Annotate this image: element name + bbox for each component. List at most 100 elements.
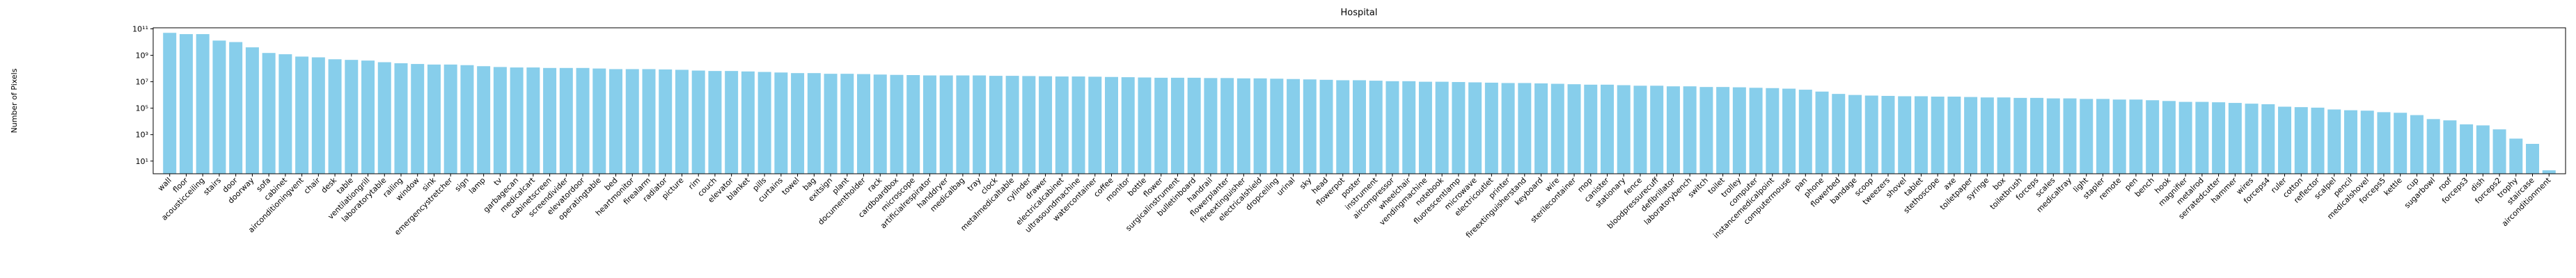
bar bbox=[956, 75, 970, 174]
bar bbox=[1782, 88, 1796, 174]
bar bbox=[625, 69, 639, 174]
bar bbox=[890, 74, 904, 174]
bar bbox=[774, 72, 788, 174]
bar bbox=[1204, 78, 1218, 174]
bar bbox=[840, 74, 854, 174]
bar bbox=[708, 71, 722, 174]
bar bbox=[1567, 84, 1581, 174]
bar bbox=[2394, 113, 2408, 174]
bar bbox=[1584, 84, 1598, 174]
bar bbox=[477, 66, 491, 174]
x-tick-label: sugarbowl bbox=[2403, 176, 2437, 210]
bar bbox=[510, 67, 524, 174]
bar bbox=[2294, 107, 2308, 174]
bar bbox=[807, 73, 821, 174]
bar bbox=[824, 74, 838, 174]
bar bbox=[592, 68, 606, 174]
y-tick-label: 10³ bbox=[136, 131, 148, 140]
bar bbox=[642, 69, 656, 174]
bar bbox=[2013, 97, 2027, 174]
bar bbox=[2278, 106, 2292, 174]
bar bbox=[2509, 138, 2523, 174]
bar bbox=[1501, 83, 1515, 174]
bar bbox=[1121, 77, 1135, 174]
bar bbox=[2327, 109, 2341, 174]
x-tick-label: towel bbox=[780, 176, 801, 197]
bar bbox=[1336, 80, 1350, 174]
bar bbox=[1418, 81, 1432, 174]
bar bbox=[1005, 76, 1019, 174]
bar bbox=[1931, 97, 1945, 174]
bar bbox=[1088, 76, 1102, 174]
bar bbox=[1105, 76, 1118, 174]
plot-frame bbox=[152, 27, 2566, 174]
bar bbox=[1071, 76, 1085, 174]
bar bbox=[1534, 83, 1548, 174]
x-tick-label: lamp bbox=[467, 176, 487, 196]
bar bbox=[1154, 77, 1168, 174]
bar bbox=[411, 64, 425, 174]
bar bbox=[1617, 85, 1631, 174]
bar bbox=[2178, 101, 2192, 174]
bar bbox=[1601, 84, 1614, 174]
bar bbox=[377, 62, 391, 174]
bar bbox=[1848, 95, 1862, 174]
bar bbox=[857, 74, 871, 174]
bar bbox=[2030, 97, 2044, 174]
bar bbox=[2096, 99, 2110, 174]
bar bbox=[2443, 120, 2457, 174]
bar bbox=[2377, 112, 2391, 174]
bar bbox=[791, 73, 805, 174]
bar bbox=[973, 75, 987, 174]
bar bbox=[741, 71, 755, 174]
x-tick-label: chair bbox=[302, 176, 322, 196]
bar bbox=[2311, 107, 2325, 174]
bar bbox=[675, 70, 689, 174]
bar bbox=[245, 47, 259, 174]
bar bbox=[609, 69, 623, 174]
bar bbox=[1683, 86, 1697, 174]
bar bbox=[295, 56, 309, 174]
bar bbox=[1170, 77, 1184, 174]
bar bbox=[2526, 144, 2540, 174]
bar bbox=[2162, 101, 2176, 174]
bar bbox=[443, 64, 457, 174]
bar bbox=[278, 54, 292, 174]
y-tick-label: 10¹ bbox=[136, 157, 148, 166]
x-tick-label: urinal bbox=[1275, 176, 1296, 197]
bar bbox=[1898, 96, 1912, 174]
bar bbox=[2228, 103, 2242, 174]
bar bbox=[311, 57, 325, 174]
bar bbox=[2261, 104, 2275, 174]
bar bbox=[1732, 87, 1746, 174]
bar bbox=[196, 34, 210, 174]
bar bbox=[1468, 82, 1482, 174]
bar bbox=[262, 53, 276, 174]
bar bbox=[460, 65, 474, 174]
bar bbox=[345, 60, 359, 174]
bar bbox=[1319, 79, 1333, 174]
bar bbox=[2245, 104, 2259, 174]
bar bbox=[394, 63, 408, 174]
bar bbox=[1484, 82, 1498, 174]
bar bbox=[2129, 99, 2143, 174]
bar bbox=[906, 74, 920, 174]
bar bbox=[526, 67, 540, 174]
bar bbox=[1947, 97, 1961, 174]
bar bbox=[1220, 78, 1234, 174]
bar bbox=[212, 40, 226, 174]
x-tick-label: kettle bbox=[2382, 176, 2404, 197]
bar bbox=[1815, 91, 1829, 174]
bar bbox=[691, 70, 705, 174]
x-tick-label: wall bbox=[156, 176, 173, 193]
bar bbox=[1749, 88, 1763, 174]
x-tick-label: stairs bbox=[202, 176, 223, 197]
bar bbox=[2492, 129, 2506, 174]
x-tick-label: tv bbox=[492, 176, 504, 188]
y-tick-label: 10¹¹ bbox=[132, 25, 148, 34]
bar bbox=[1187, 77, 1201, 174]
bar bbox=[2112, 99, 2126, 174]
bar bbox=[1022, 76, 1036, 174]
bar bbox=[2046, 98, 2060, 174]
